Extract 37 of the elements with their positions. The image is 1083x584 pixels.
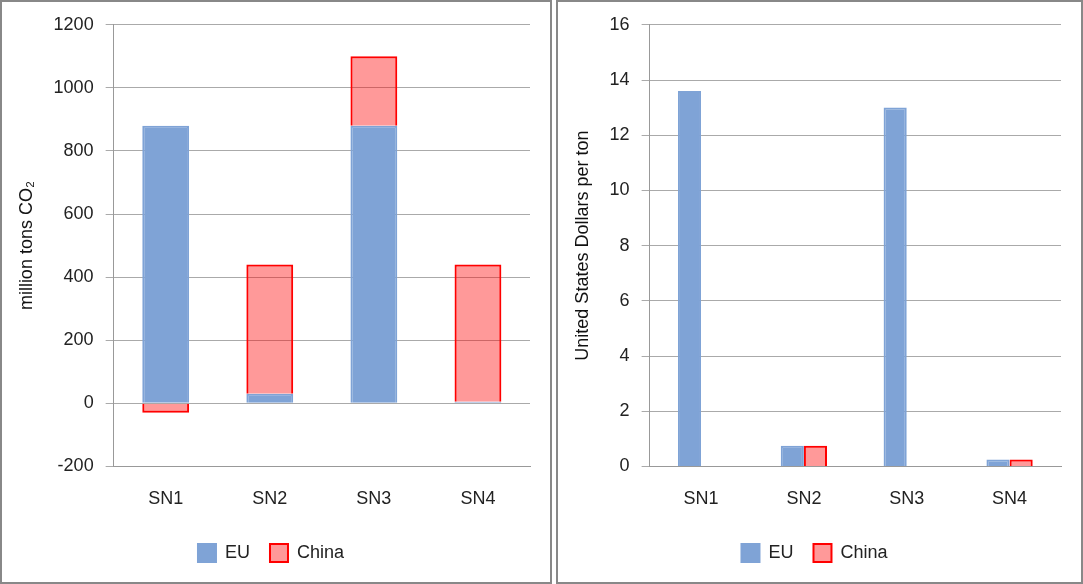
x-tick-label: SN1 — [148, 488, 184, 509]
y-tick-label: 200 — [63, 329, 94, 350]
y-tick-label: 800 — [63, 139, 94, 160]
bar — [1009, 459, 1033, 466]
bar — [142, 403, 190, 413]
legend-label: China — [296, 541, 346, 562]
y-tick-label: -200 — [57, 455, 94, 476]
x-tick-label: SN2 — [786, 488, 822, 509]
y-tick-label: 1000 — [53, 76, 94, 97]
y-axis-title: United States Dollars per ton — [571, 130, 592, 361]
y-tick-label: 16 — [609, 13, 630, 34]
x-tick-label: SN1 — [683, 488, 719, 509]
y-tick-label: 14 — [609, 68, 630, 89]
y-tick-label: 0 — [619, 455, 630, 476]
bar — [350, 56, 398, 126]
y-tick-label: 0 — [83, 392, 94, 413]
x-tick-label: SN4 — [460, 488, 496, 509]
y-tick-label: 10 — [609, 179, 630, 200]
y-tick-label: 8 — [619, 234, 630, 255]
y-tick-label: 400 — [63, 266, 94, 287]
x-tick-label: SN3 — [889, 488, 925, 509]
legend-label: China — [840, 541, 889, 562]
x-tick-label: SN3 — [356, 488, 392, 509]
x-tick-label: SN4 — [992, 488, 1028, 509]
bar — [246, 264, 294, 394]
y-tick-label: 2 — [619, 400, 630, 421]
y-tick-label: 600 — [63, 203, 94, 224]
y-tick-label: 1200 — [53, 13, 94, 34]
legend-label: EU — [768, 541, 794, 562]
y-tick-label: 6 — [619, 289, 630, 310]
x-tick-label: SN2 — [252, 488, 288, 509]
bar — [803, 445, 828, 466]
bar — [454, 264, 502, 402]
y-tick-label: 12 — [609, 124, 630, 145]
y-axis-title: million tons CO₂ — [15, 181, 36, 311]
y-tick-label: 4 — [619, 344, 630, 365]
legend-label: EU — [224, 541, 250, 562]
